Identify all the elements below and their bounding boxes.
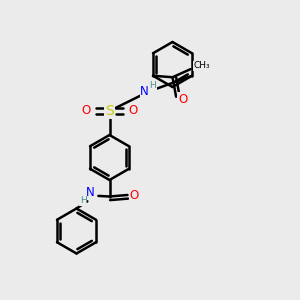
Text: S: S [105,104,114,118]
Text: CH₃: CH₃ [194,61,210,70]
Text: O: O [130,189,139,203]
Text: N: N [140,85,149,98]
Text: H: H [149,81,156,90]
Text: O: O [128,104,137,118]
Text: H: H [80,196,87,205]
Text: O: O [178,93,187,106]
Text: N: N [86,186,95,199]
Text: O: O [82,104,91,118]
